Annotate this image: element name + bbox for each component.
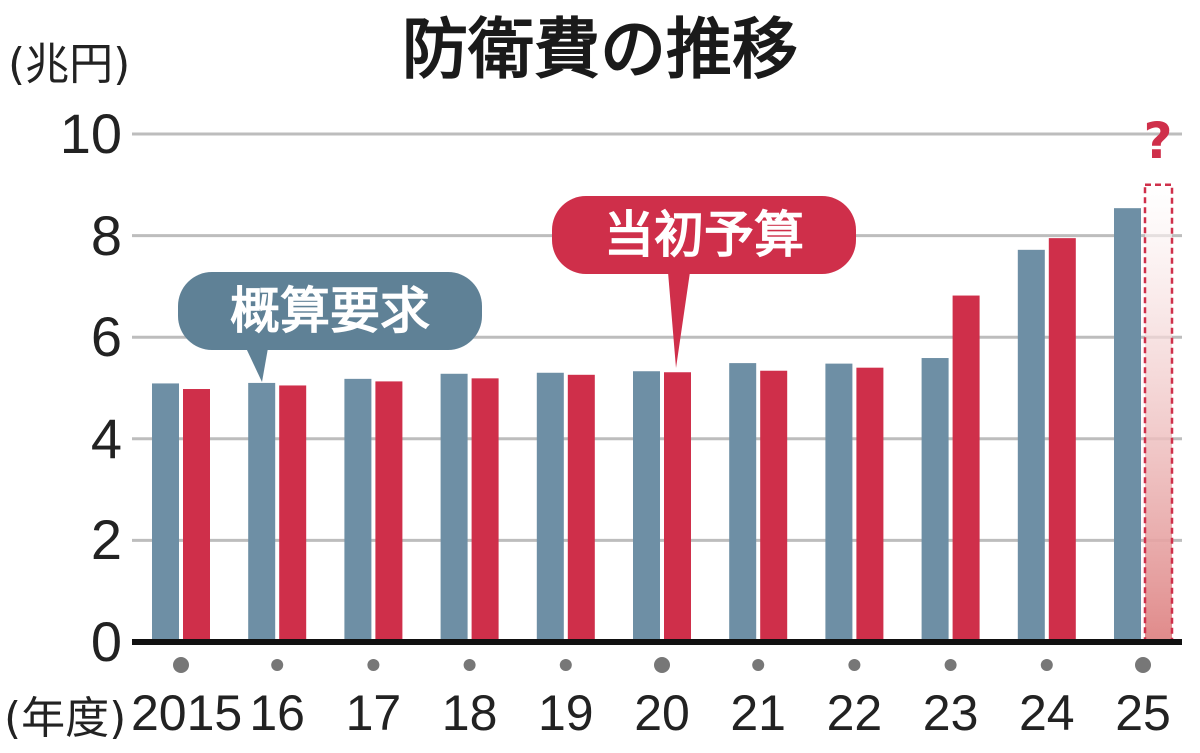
x-tick-label: 25 bbox=[1115, 685, 1171, 741]
year-marker-dot bbox=[654, 657, 670, 673]
bar-tosho bbox=[375, 381, 403, 642]
bubble-tosho-pointer bbox=[668, 272, 690, 368]
x-tick-label: 16 bbox=[249, 685, 305, 741]
y-tick-label: 10 bbox=[59, 102, 122, 165]
bar-tosho bbox=[760, 370, 788, 642]
bar-tosho-unknown bbox=[1143, 183, 1174, 644]
bars bbox=[152, 183, 1174, 644]
bar-gaisan bbox=[1114, 208, 1141, 642]
x-tick-label: 20 bbox=[634, 685, 690, 741]
x-tick-label: 21 bbox=[730, 685, 786, 741]
bar-gaisan bbox=[440, 373, 468, 642]
bar-gaisan bbox=[825, 363, 853, 642]
x-tick-label: 2015 bbox=[131, 685, 243, 741]
x-tick-label: 23 bbox=[922, 685, 979, 741]
y-tick-label: 4 bbox=[90, 406, 122, 470]
year-marker-dot bbox=[367, 659, 380, 671]
bar-tosho bbox=[471, 378, 499, 642]
bar-tosho bbox=[183, 389, 210, 642]
bar-gaisan bbox=[729, 363, 757, 642]
bar-tosho bbox=[279, 385, 307, 642]
x-tick-label: 22 bbox=[826, 685, 883, 741]
y-tick-label: 8 bbox=[90, 203, 122, 267]
bar-tosho bbox=[1048, 238, 1076, 642]
year-marker-dot bbox=[559, 659, 572, 671]
legend-gaisan-label: 概算要求 bbox=[178, 272, 482, 350]
bar-gaisan bbox=[344, 378, 372, 642]
x-tick-label: 24 bbox=[1018, 685, 1075, 741]
unknown-value-annotation: ? bbox=[1143, 112, 1173, 170]
year-marker-dot bbox=[752, 659, 765, 671]
year-marker-dot bbox=[1040, 659, 1053, 671]
legend-tosho-label: 当初予算 bbox=[552, 196, 856, 274]
bar-tosho bbox=[664, 372, 691, 642]
x-axis-unit: (年度) bbox=[4, 693, 127, 744]
bar-tosho bbox=[567, 374, 595, 642]
year-marker-dot bbox=[848, 659, 861, 671]
bar-gaisan bbox=[633, 371, 660, 642]
y-tick-label: 0 bbox=[90, 610, 122, 673]
bar-gaisan bbox=[536, 372, 564, 642]
y-axis-unit: (兆円) bbox=[8, 39, 131, 90]
year-marker-dot bbox=[1135, 657, 1151, 673]
x-tick-label: 17 bbox=[345, 685, 402, 741]
y-tick-label: 2 bbox=[90, 508, 122, 572]
x-tick-label: 18 bbox=[441, 685, 498, 741]
bubble-gaisan-pointer bbox=[246, 348, 268, 382]
y-tick-label: 6 bbox=[90, 305, 122, 369]
bar-gaisan bbox=[248, 382, 276, 642]
bar-gaisan bbox=[1017, 249, 1045, 642]
year-marker-dot bbox=[463, 659, 476, 671]
x-tick-label: 19 bbox=[537, 685, 594, 741]
year-marker-dot bbox=[173, 657, 189, 673]
bar-gaisan bbox=[921, 358, 949, 642]
year-marker-dot bbox=[271, 659, 284, 671]
bar-gaisan bbox=[152, 383, 179, 642]
chart-title: 防衛費の推移 bbox=[402, 11, 798, 88]
bar-tosho bbox=[856, 367, 884, 642]
year-markers bbox=[173, 657, 1151, 673]
bar-tosho bbox=[952, 295, 980, 642]
year-marker-dot bbox=[944, 659, 957, 671]
